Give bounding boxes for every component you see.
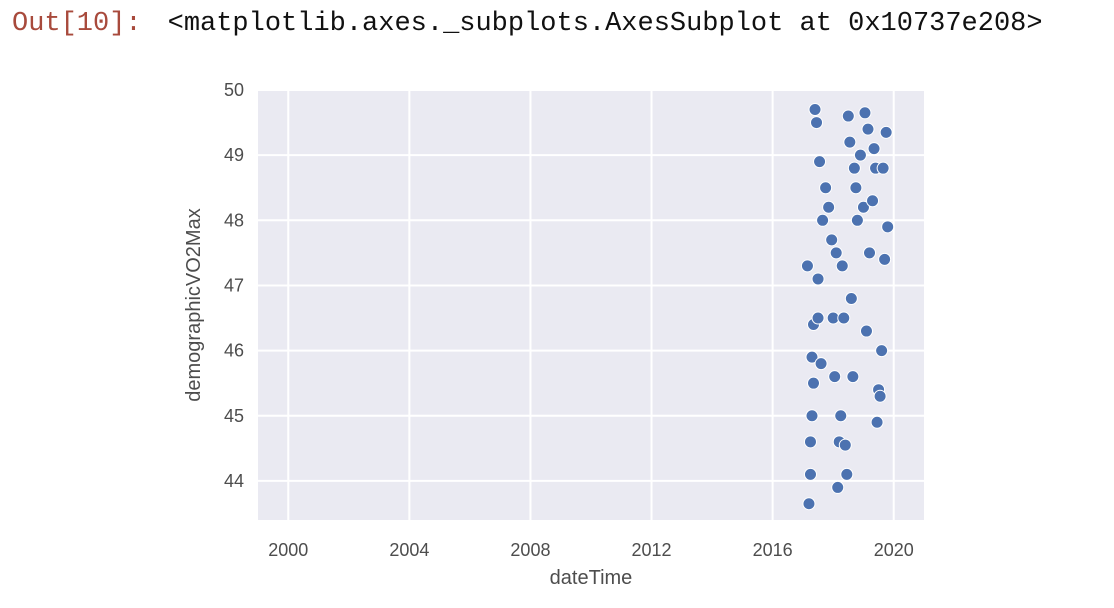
data-point	[867, 142, 881, 156]
data-point	[810, 116, 824, 130]
data-point	[870, 415, 884, 429]
tick-labels: 44 45 46 47 48 49 50 2000 2004 2008 2012 2016 2020	[224, 80, 914, 560]
y-tick-label: 46	[224, 341, 244, 361]
data-point	[881, 220, 895, 234]
plot-area	[258, 90, 924, 520]
data-point	[803, 467, 817, 481]
data-point	[844, 291, 858, 305]
x-tick-label: 2004	[389, 540, 429, 560]
data-point	[843, 135, 857, 149]
data-point	[814, 357, 828, 371]
data-point	[805, 350, 819, 364]
data-point	[856, 200, 870, 214]
x-tick-label: 2000	[268, 540, 308, 560]
data-point	[807, 376, 821, 390]
data-point	[879, 125, 893, 139]
x-axis-label: dateTime	[550, 567, 633, 589]
data-point	[858, 106, 872, 120]
data-point	[846, 370, 860, 384]
data-point	[875, 344, 889, 358]
y-tick-label: 45	[224, 406, 244, 426]
output-repr-text: <matplotlib.axes._subplots.AxesSubplot a…	[167, 9, 1043, 39]
x-tick-label: 2020	[874, 540, 914, 560]
data-point	[876, 161, 890, 175]
data-point	[850, 213, 864, 227]
data-point	[811, 272, 825, 286]
data-point	[808, 103, 822, 117]
data-point	[847, 161, 861, 175]
data-point	[802, 497, 816, 511]
y-tick-label: 47	[224, 275, 244, 295]
y-tick-label: 50	[224, 80, 244, 100]
data-point	[841, 109, 855, 123]
data-point	[859, 324, 873, 338]
data-point	[828, 370, 842, 384]
data-point	[822, 200, 836, 214]
data-point	[803, 435, 817, 449]
output-prompt: Out[10]:	[12, 9, 142, 39]
x-tick-label: 2012	[632, 540, 672, 560]
data-point	[834, 409, 848, 423]
data-point	[838, 438, 852, 452]
data-points	[800, 103, 895, 511]
data-point	[840, 467, 854, 481]
data-point	[863, 246, 877, 260]
data-point	[800, 259, 814, 273]
data-point	[873, 389, 887, 403]
data-point	[878, 252, 892, 266]
data-point	[829, 246, 843, 260]
data-point	[813, 155, 827, 169]
data-point	[805, 409, 819, 423]
data-point	[816, 213, 830, 227]
data-point	[835, 259, 849, 273]
x-tick-label: 2008	[510, 540, 550, 560]
grid-lines	[258, 89, 924, 520]
x-tick-label: 2016	[753, 540, 793, 560]
y-tick-label: 44	[224, 471, 244, 491]
data-point	[825, 233, 839, 247]
data-point	[866, 194, 880, 208]
data-point	[861, 122, 875, 136]
y-tick-label: 49	[224, 145, 244, 165]
y-axis-label: demographicVO2Max	[183, 208, 205, 401]
data-point	[853, 148, 867, 162]
y-tick-label: 48	[224, 210, 244, 230]
data-point	[849, 181, 863, 195]
cell-output-line: Out[10]: <matplotlib.axes._subplots.AxesS…	[12, 6, 1043, 42]
data-point	[811, 311, 825, 325]
data-point	[837, 311, 851, 325]
data-point	[819, 181, 833, 195]
data-point	[831, 480, 845, 494]
